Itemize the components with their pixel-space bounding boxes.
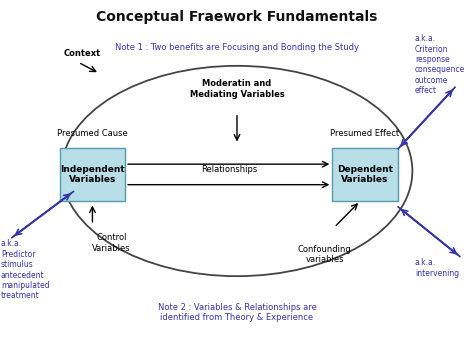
Text: a.k.a.
Criterion
response
consequence
outcome
effect: a.k.a. Criterion response consequence ou…: [415, 34, 465, 95]
Text: Confounding
variables: Confounding variables: [298, 245, 352, 264]
Text: Control
Variables: Control Variables: [92, 233, 131, 253]
Text: a.k.a.
intervening: a.k.a. intervening: [415, 258, 459, 278]
Text: Conceptual Fraework Fundamentals: Conceptual Fraework Fundamentals: [96, 10, 378, 24]
Text: Presumed Effect: Presumed Effect: [330, 129, 400, 138]
Text: Relationships: Relationships: [201, 165, 257, 174]
FancyBboxPatch shape: [332, 148, 398, 201]
FancyBboxPatch shape: [60, 148, 125, 201]
Text: Note 2 : Variables & Relationships are
identified from Theory & Experience: Note 2 : Variables & Relationships are i…: [157, 303, 317, 322]
Text: Context: Context: [64, 49, 101, 57]
Text: Dependent
Variables: Dependent Variables: [337, 165, 393, 184]
Text: Moderatin and
Mediating Variables: Moderatin and Mediating Variables: [190, 79, 284, 98]
Text: a.k.a.
Predictor
stimulus
antecedent
manipulated
treatment: a.k.a. Predictor stimulus antecedent man…: [1, 239, 50, 300]
Text: Independent
Variables: Independent Variables: [60, 165, 125, 184]
Text: Note 1 : Two benefits are Focusing and Bonding the Study: Note 1 : Two benefits are Focusing and B…: [115, 43, 359, 52]
Text: Presumed Cause: Presumed Cause: [57, 129, 128, 138]
